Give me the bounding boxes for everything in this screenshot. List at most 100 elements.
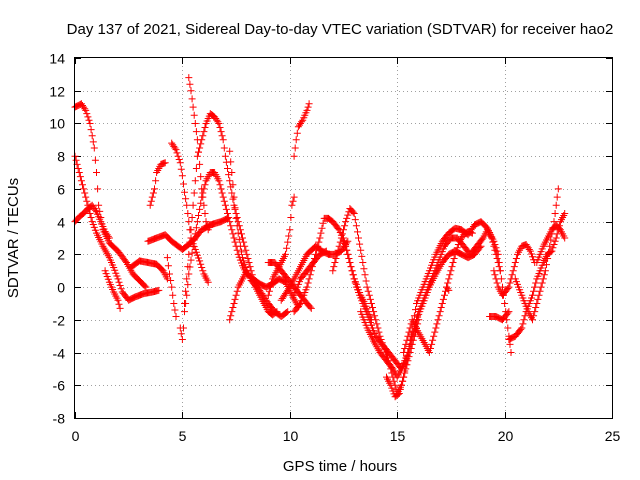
data-point xyxy=(163,275,171,283)
data-point xyxy=(161,159,169,167)
data-point xyxy=(389,387,397,395)
y-axis-label: SDTVAR / TECUs xyxy=(5,178,22,298)
data-point xyxy=(314,242,322,250)
data-point xyxy=(402,361,410,369)
data-point xyxy=(240,238,248,246)
data-point xyxy=(193,218,201,226)
data-point xyxy=(95,201,103,209)
data-point xyxy=(399,377,407,385)
data-point xyxy=(219,193,227,201)
data-point xyxy=(189,242,197,250)
data-point xyxy=(546,242,554,250)
data-point xyxy=(178,172,186,180)
data-point xyxy=(341,222,349,230)
data-point xyxy=(218,189,226,197)
data-point xyxy=(83,110,91,118)
data-point xyxy=(304,279,312,287)
data-point xyxy=(195,254,202,262)
data-point xyxy=(242,246,250,254)
data-point xyxy=(233,246,241,254)
data-point xyxy=(239,234,246,242)
data-point xyxy=(227,222,235,230)
data-point xyxy=(512,255,520,262)
data-point xyxy=(354,228,361,236)
data-point xyxy=(319,219,327,227)
data-point xyxy=(532,279,540,287)
data-point xyxy=(454,241,462,248)
data-point xyxy=(77,177,85,185)
x-tick-label: 10 xyxy=(283,428,299,444)
data-point xyxy=(197,140,205,148)
data-point xyxy=(526,247,534,255)
data-point xyxy=(102,270,110,278)
y-tick-label: 8 xyxy=(57,149,65,165)
data-point xyxy=(83,197,91,205)
data-point xyxy=(87,214,95,221)
data-point xyxy=(298,118,306,126)
data-point xyxy=(188,214,196,221)
data-point xyxy=(166,270,173,278)
data-point xyxy=(307,304,315,312)
data-point xyxy=(105,234,113,242)
data-point xyxy=(215,177,223,185)
data-point xyxy=(344,250,352,258)
data-point xyxy=(104,275,112,283)
data-point xyxy=(186,238,194,246)
data-point xyxy=(224,210,231,217)
data-point xyxy=(175,156,183,163)
data-point xyxy=(101,267,109,275)
data-point xyxy=(182,195,190,203)
data-point xyxy=(201,210,209,217)
data-point xyxy=(375,328,383,336)
data-point xyxy=(79,181,86,189)
data-point xyxy=(196,144,204,152)
data-point xyxy=(350,275,358,283)
data-point xyxy=(303,106,311,114)
data-point xyxy=(351,216,359,224)
data-point xyxy=(545,248,553,256)
data-point xyxy=(113,272,121,280)
data-point xyxy=(230,234,238,242)
x-axis-label: GPS time / hours xyxy=(283,458,397,475)
data-point xyxy=(171,306,179,314)
data-point xyxy=(244,255,252,262)
data-point xyxy=(355,234,362,242)
data-point xyxy=(534,295,542,303)
data-point xyxy=(398,381,405,389)
data-point xyxy=(284,308,292,316)
data-point xyxy=(340,234,347,242)
data-point xyxy=(141,282,149,290)
data-point xyxy=(441,291,448,299)
data-point xyxy=(191,120,199,127)
data-point xyxy=(494,250,502,258)
data-point xyxy=(530,312,538,320)
data-point xyxy=(196,160,204,168)
axis-ticks xyxy=(75,58,613,419)
data-point xyxy=(189,103,197,111)
data-point xyxy=(496,267,504,275)
data-point xyxy=(192,224,200,232)
data-point xyxy=(476,244,484,251)
data-point xyxy=(335,242,343,250)
data-point xyxy=(184,281,192,289)
data-point xyxy=(533,300,541,307)
data-point xyxy=(114,296,122,304)
data-point xyxy=(403,355,411,363)
data-point xyxy=(147,197,155,205)
data-point xyxy=(553,193,561,201)
data-point xyxy=(290,152,298,160)
data-point xyxy=(152,177,160,185)
data-point xyxy=(307,267,315,275)
data-point xyxy=(151,185,158,193)
data-point xyxy=(552,201,560,209)
data-point xyxy=(468,229,476,237)
y-tick-label: 14 xyxy=(49,51,65,67)
data-point xyxy=(406,324,414,332)
data-point xyxy=(93,169,100,176)
data-point xyxy=(216,181,224,189)
data-point xyxy=(181,308,188,316)
data-point xyxy=(316,234,324,242)
data-point xyxy=(188,249,196,257)
data-point xyxy=(228,169,236,176)
data-point xyxy=(91,156,99,164)
